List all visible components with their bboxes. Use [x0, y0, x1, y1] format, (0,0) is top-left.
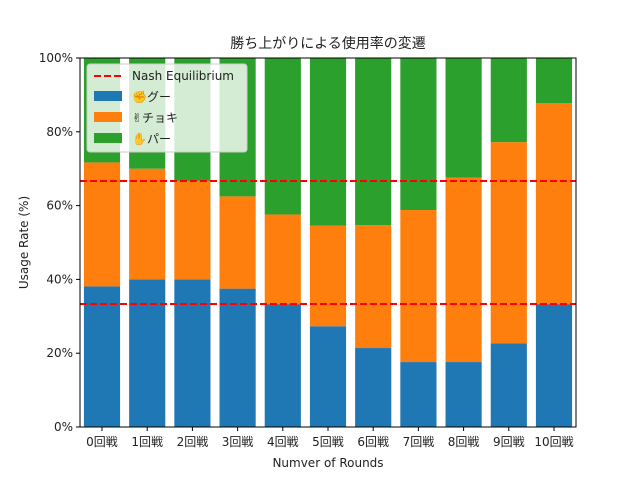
y-tick-label-4: 60%: [46, 199, 73, 213]
bar-2-2: [129, 168, 166, 280]
bar-1-10: [490, 343, 527, 427]
bar-2-11: [535, 103, 573, 305]
legend-label-3: ✋パー: [132, 132, 171, 146]
y-axis: 0% 20% 40% 60% 80% 100%: [39, 51, 80, 434]
x-tick-label-5: 4回戦: [267, 435, 299, 449]
legend-label-2: ✌チョキ: [132, 111, 178, 125]
bar-3-6: [309, 58, 347, 226]
bar-3-9: [445, 58, 482, 178]
x-axis: 0回戦 1回戦 2回戦 3回戦 4回戦 5回戦 6回戦 7回戦 8回戦 9回戦 10回戦: [86, 427, 574, 449]
bar-1-3: [174, 279, 211, 427]
bar-3-5: [264, 58, 301, 215]
bar-3-11: [535, 58, 573, 104]
bar-1-8: [400, 362, 437, 427]
bar-2-7: [355, 225, 392, 349]
bar-1-4: [219, 288, 256, 428]
x-tick-label-7: 6回戦: [357, 435, 389, 449]
x-tick-label-11: 10回戦: [534, 435, 573, 449]
legend: Nash Equilibrium ✊グー ✌チョキ ✋パー: [86, 63, 248, 153]
bar-2-10: [490, 142, 527, 344]
bar-2-3: [174, 180, 211, 280]
bar-1-2: [129, 279, 166, 427]
legend-label-nash: Nash Equilibrium: [132, 69, 234, 83]
bar-3-7: [355, 58, 392, 226]
legend-label-1: ✊グー: [132, 90, 171, 104]
bar-1-6: [309, 326, 347, 427]
bar-1-9: [445, 362, 482, 427]
x-tick-label-6: 5回戦: [312, 435, 344, 449]
y-tick-label-6: 100%: [39, 51, 73, 65]
x-tick-label-1: 0回戦: [86, 435, 118, 449]
bar-2-4: [219, 196, 256, 289]
bar-1-5: [264, 304, 301, 427]
x-tick-label-3: 2回戦: [177, 435, 209, 449]
y-tick-label-2: 20%: [46, 346, 73, 360]
x-tick-label-10: 9回戦: [493, 435, 525, 449]
legend-swatch-2: [94, 112, 122, 122]
x-tick-label-8: 7回戦: [403, 435, 435, 449]
y-tick-label-1: 0%: [54, 420, 73, 434]
bar-2-9: [445, 177, 482, 363]
legend-frame: [86, 63, 248, 153]
bar-2-5: [264, 214, 301, 305]
bar-2-8: [400, 210, 437, 363]
bar-3-8: [400, 58, 437, 211]
x-tick-label-9: 8回戦: [448, 435, 480, 449]
bar-2-6: [309, 225, 347, 327]
y-tick-label-3: 40%: [46, 272, 73, 286]
chart-title: 勝ち上がりによる使用率の変遷: [230, 35, 426, 52]
y-tick-label-5: 80%: [46, 125, 73, 139]
x-tick-label-2: 1回戦: [131, 435, 163, 449]
legend-swatch-3: [94, 133, 122, 143]
bar-3-10: [490, 58, 527, 143]
bar-1-7: [355, 348, 392, 427]
x-tick-label-4: 3回戦: [222, 435, 254, 449]
y-axis-label: Usage Rate (%): [17, 196, 31, 289]
bar-1-1: [83, 286, 121, 427]
bars-group: [83, 58, 573, 428]
bar-1-11: [535, 304, 573, 427]
legend-swatch-1: [94, 91, 122, 101]
bar-2-1: [83, 162, 121, 287]
x-axis-label: Numver of Rounds: [272, 456, 383, 470]
reference-lines-group: [80, 179, 576, 306]
